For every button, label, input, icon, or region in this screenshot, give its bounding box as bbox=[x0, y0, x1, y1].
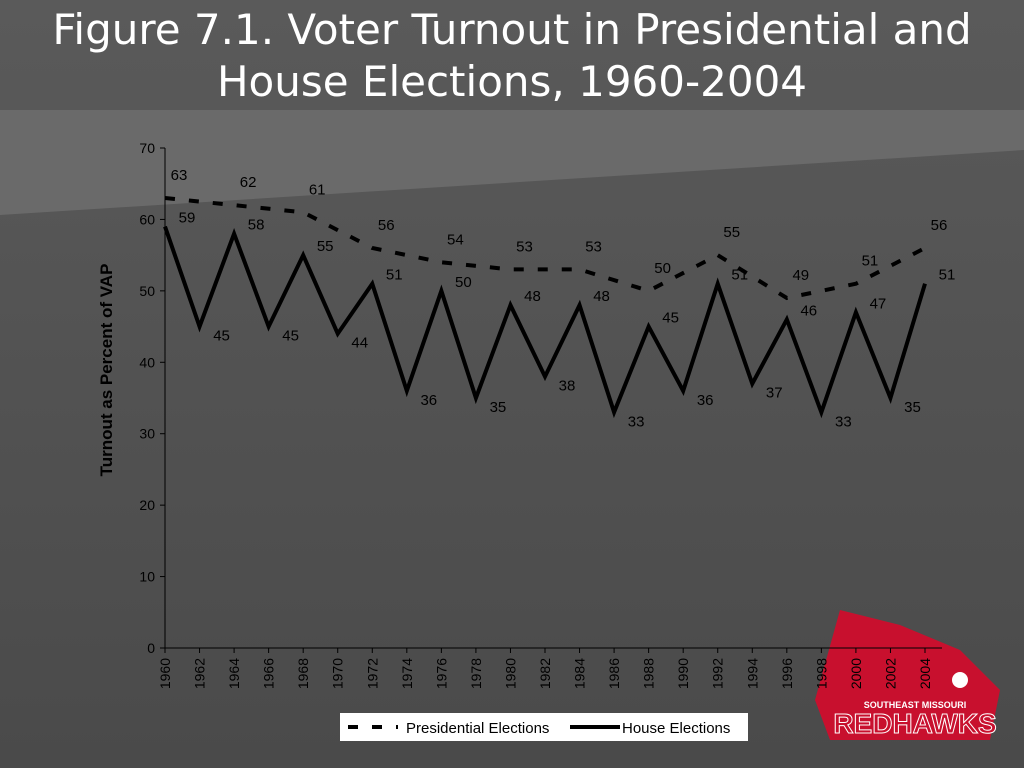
x-tick-label: 1982 bbox=[537, 658, 553, 689]
data-label: 51 bbox=[862, 253, 879, 270]
data-label: 63 bbox=[171, 167, 188, 184]
x-tick-label: 2000 bbox=[848, 658, 864, 689]
data-label: 45 bbox=[213, 328, 230, 345]
data-label: 62 bbox=[240, 174, 257, 191]
data-label: 47 bbox=[870, 295, 887, 312]
x-tick-label: 1986 bbox=[606, 658, 622, 689]
x-tick-label: 1994 bbox=[744, 658, 760, 689]
legend-label: House Elections bbox=[622, 720, 730, 737]
x-tick-label: 1964 bbox=[226, 658, 242, 689]
data-label: 46 bbox=[800, 302, 817, 319]
x-tick-label: 1974 bbox=[399, 658, 415, 689]
legend bbox=[340, 713, 748, 741]
y-tick-label: 10 bbox=[139, 569, 155, 585]
y-tick-label: 20 bbox=[139, 497, 155, 513]
x-tick-label: 1976 bbox=[433, 658, 449, 689]
data-label: 55 bbox=[723, 224, 740, 241]
data-label: 38 bbox=[559, 378, 576, 395]
data-label: 54 bbox=[447, 231, 464, 248]
x-tick-label: 1992 bbox=[710, 658, 726, 689]
legend-label: Presidential Elections bbox=[406, 720, 549, 737]
data-label: 44 bbox=[351, 335, 368, 352]
x-tick-label: 1990 bbox=[675, 658, 691, 689]
data-label: 48 bbox=[524, 288, 541, 305]
logo-eye bbox=[952, 672, 968, 688]
data-label: 37 bbox=[766, 385, 783, 402]
band bbox=[0, 110, 1024, 215]
x-tick-label: 1960 bbox=[157, 658, 173, 689]
data-label: 61 bbox=[309, 181, 326, 198]
x-tick-label: 1996 bbox=[779, 658, 795, 689]
data-label: 51 bbox=[731, 267, 748, 284]
data-label: 56 bbox=[378, 217, 395, 234]
y-tick-label: 30 bbox=[139, 426, 155, 442]
data-label: 45 bbox=[662, 310, 679, 327]
x-tick-label: 1962 bbox=[192, 658, 208, 689]
logo-shape bbox=[815, 610, 1000, 740]
y-tick-label: 60 bbox=[139, 211, 155, 227]
data-label: 33 bbox=[835, 413, 852, 430]
x-tick-label: 2004 bbox=[917, 658, 933, 689]
x-tick-label: 1978 bbox=[468, 658, 484, 689]
logo: SOUTHEAST MISSOURI REDHAWKS bbox=[815, 610, 1000, 740]
data-label: 55 bbox=[317, 238, 334, 255]
data-label: 53 bbox=[516, 238, 533, 255]
data-label: 36 bbox=[697, 392, 714, 409]
data-label: 53 bbox=[585, 238, 602, 255]
series-line bbox=[164, 196, 926, 301]
data-label: 48 bbox=[593, 288, 610, 305]
x-tick-label: 1998 bbox=[813, 658, 829, 689]
data-label: 58 bbox=[248, 217, 265, 234]
chart-title: Figure 7.1. Voter Turnout in Presidentia… bbox=[52, 5, 971, 106]
x-tick-label: 1970 bbox=[330, 658, 346, 689]
data-label: 51 bbox=[386, 267, 403, 284]
x-tick-label: 1980 bbox=[502, 658, 518, 689]
data-label: 50 bbox=[654, 260, 671, 277]
x-tick-label: 1966 bbox=[261, 658, 277, 689]
x-tick-label: 2002 bbox=[882, 658, 898, 689]
data-label: 36 bbox=[420, 392, 437, 409]
x-tick-label: 1972 bbox=[364, 658, 380, 689]
data-label: 45 bbox=[282, 328, 299, 345]
y-tick-label: 70 bbox=[139, 140, 155, 156]
data-label: 35 bbox=[904, 399, 921, 416]
x-tick-label: 1984 bbox=[572, 658, 588, 689]
plot: 0 10 20 30 40 50 60 70 1960 1962 1964 1966 1968 1970 1… bbox=[139, 140, 955, 737]
y-axis-label: Turnout as Percent of VAP bbox=[97, 264, 116, 477]
data-label: 51 bbox=[939, 267, 956, 284]
data-label: 35 bbox=[490, 399, 507, 416]
logo-name: REDHAWKS bbox=[833, 708, 996, 739]
series-line bbox=[163, 225, 927, 419]
y-tick-label: 40 bbox=[139, 354, 155, 370]
x-tick-label: 1988 bbox=[641, 658, 657, 689]
data-label: 33 bbox=[628, 413, 645, 430]
data-label: 49 bbox=[792, 267, 809, 284]
data-label: 59 bbox=[179, 210, 196, 227]
data-label: 56 bbox=[931, 217, 948, 234]
y-tick-label: 50 bbox=[139, 283, 155, 299]
x-tick-label: 1968 bbox=[295, 658, 311, 689]
y-tick-label: 0 bbox=[147, 640, 155, 656]
data-label: 50 bbox=[455, 274, 472, 291]
logo-top: SOUTHEAST MISSOURI bbox=[864, 700, 967, 710]
